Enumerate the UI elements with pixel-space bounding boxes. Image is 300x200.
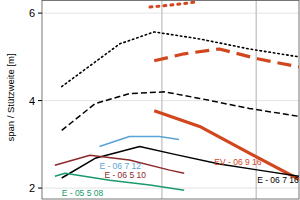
chart: 2 4 6 span / Stützweite [m] EV - 06 9 16 E - … [0, 0, 300, 200]
series-line [150, 2, 195, 7]
series-line [154, 111, 299, 180]
y-tick-label: 4 [29, 95, 35, 107]
y-tick-label: 6 [29, 7, 35, 19]
y-axis-label: span / Stützweite [m] [5, 53, 16, 141]
y-tick-label: 2 [29, 182, 35, 194]
series-line [62, 32, 299, 87]
y-tick [38, 13, 42, 14]
y-tick [38, 100, 42, 101]
y-grid-line [42, 13, 299, 14]
series-label: E - 06 7 16 [257, 175, 299, 185]
series-line [62, 147, 299, 178]
series-line [62, 92, 299, 130]
series-label: E - 06 7 12 [99, 161, 141, 171]
series-group [55, 2, 299, 190]
series-line [154, 49, 299, 67]
series-label: EV - 06 9 16 [214, 157, 262, 167]
series-label: E - 06 5 10 [104, 170, 146, 180]
series-label: E - 05 5 08 [62, 188, 104, 198]
x-grid-line [161, 0, 162, 199]
y-tick [38, 188, 42, 189]
y-grid-line [42, 100, 299, 101]
plot-frame [42, 1, 299, 200]
series-line [99, 136, 179, 146]
